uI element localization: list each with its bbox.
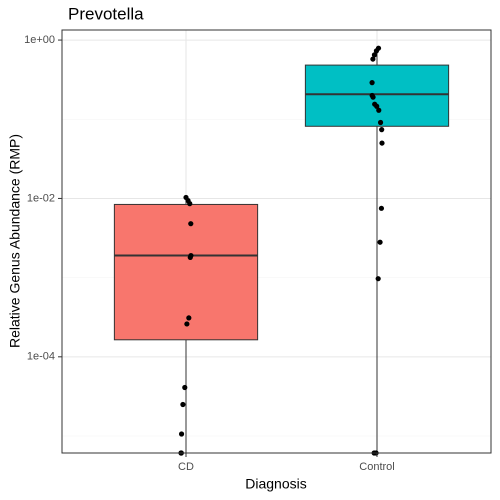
point [178,431,185,437]
point [373,48,380,54]
point [187,201,193,207]
x-tick-label: Control [359,461,394,473]
point [378,205,385,211]
box [113,203,259,341]
y-axis-label: Relative Genus Abundance (RMP) [7,134,23,348]
y-tick-label: 1e+00 [24,34,55,46]
point [188,221,194,227]
point [182,384,188,391]
y-tick-label: 1e-04 [27,351,55,363]
box [304,64,450,127]
point [375,276,381,282]
point [184,321,190,327]
point [186,315,192,321]
point [371,52,378,58]
point [370,56,376,62]
point [379,140,385,146]
y-tick-label: 1e-02 [27,192,55,204]
point [376,107,382,113]
point [187,254,193,261]
point [377,119,384,126]
point [374,103,380,109]
x-tick-label: CD [178,461,194,473]
point [377,239,383,245]
x-axis-label: Diagnosis [245,476,306,492]
point [379,127,385,133]
panel-border [61,29,492,454]
chart-title: Prevotella [68,4,144,23]
point [180,401,186,408]
point [369,80,375,86]
point [370,94,376,100]
